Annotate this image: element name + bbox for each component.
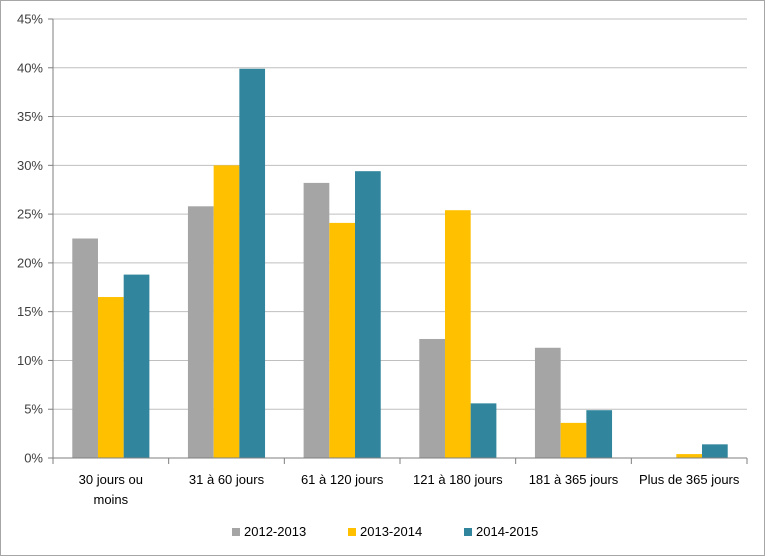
bar-2014-2015 (355, 171, 381, 459)
bar-2013-2014 (676, 454, 703, 458)
bar-2012-2013 (72, 238, 98, 458)
x-axis: 30 jours ou moins 31 à 60 jours 61 à 120 jo… (52, 19, 748, 507)
y-tick-label: 40% (17, 60, 43, 75)
bar-2014-2015 (586, 410, 613, 458)
x-tick-label: 31 à 60 jours (189, 472, 265, 487)
x-tick-label-line: 61 à 120 jours (301, 472, 384, 487)
bar-2013-2014 (213, 165, 240, 459)
x-tick-label: 30 jours ou moins (79, 472, 143, 507)
x-tick-label-line: 31 à 60 jours (189, 472, 265, 487)
x-tick-label: 181 à 365 jours (529, 472, 619, 487)
y-tick-label: 10% (17, 353, 43, 368)
bar-2012-2013 (419, 338, 445, 458)
bar-2012-2013 (187, 206, 214, 458)
bar-2014-2015 (239, 68, 266, 459)
y-tick-label: 20% (17, 255, 43, 270)
bar-2013-2014 (560, 422, 587, 458)
bar-2012-2013 (534, 347, 561, 458)
bar-2014-2015 (123, 274, 150, 458)
y-tick-label: 30% (17, 158, 43, 173)
y-tick-label: 15% (17, 304, 43, 319)
legend-label: 2013-2014 (360, 524, 422, 539)
bar-2014-2015 (470, 403, 497, 458)
bar-2014-2015 (702, 444, 728, 458)
x-tick-label-line: 121 à 180 jours (413, 472, 503, 487)
gridlines (53, 18, 747, 410)
y-tick-label: 0% (24, 451, 43, 466)
bar-2013-2014 (329, 222, 356, 458)
legend-swatch (232, 528, 240, 536)
x-tick-label-line: 181 à 365 jours (529, 472, 619, 487)
legend: 2012-2013 2013-2014 2014-2015 (232, 524, 538, 539)
bars (72, 68, 728, 459)
x-tick-label-line: moins (93, 492, 128, 507)
x-tick-label-line: Plus de 365 jours (639, 472, 740, 487)
y-axis-ticks: 0% 5% 10% 15% 20% 25% 30% 35% 40% 45% (17, 12, 53, 466)
legend-label: 2014-2015 (476, 524, 538, 539)
bar-2013-2014 (444, 210, 471, 458)
x-tick-label: 61 à 120 jours (301, 472, 384, 487)
bar-2012-2013 (303, 182, 330, 459)
y-tick-label: 45% (17, 12, 43, 27)
x-tick-label-line: 30 jours ou (79, 472, 143, 487)
bar-2013-2014 (97, 297, 124, 458)
legend-label: 2012-2013 (244, 524, 306, 539)
legend-swatch (348, 528, 356, 536)
x-tick-label: Plus de 365 jours (639, 472, 740, 487)
y-tick-label: 5% (24, 402, 43, 417)
legend-swatch (464, 528, 472, 536)
y-tick-label: 25% (17, 207, 43, 222)
y-tick-label: 35% (17, 109, 43, 124)
x-tick-label: 121 à 180 jours (413, 472, 503, 487)
